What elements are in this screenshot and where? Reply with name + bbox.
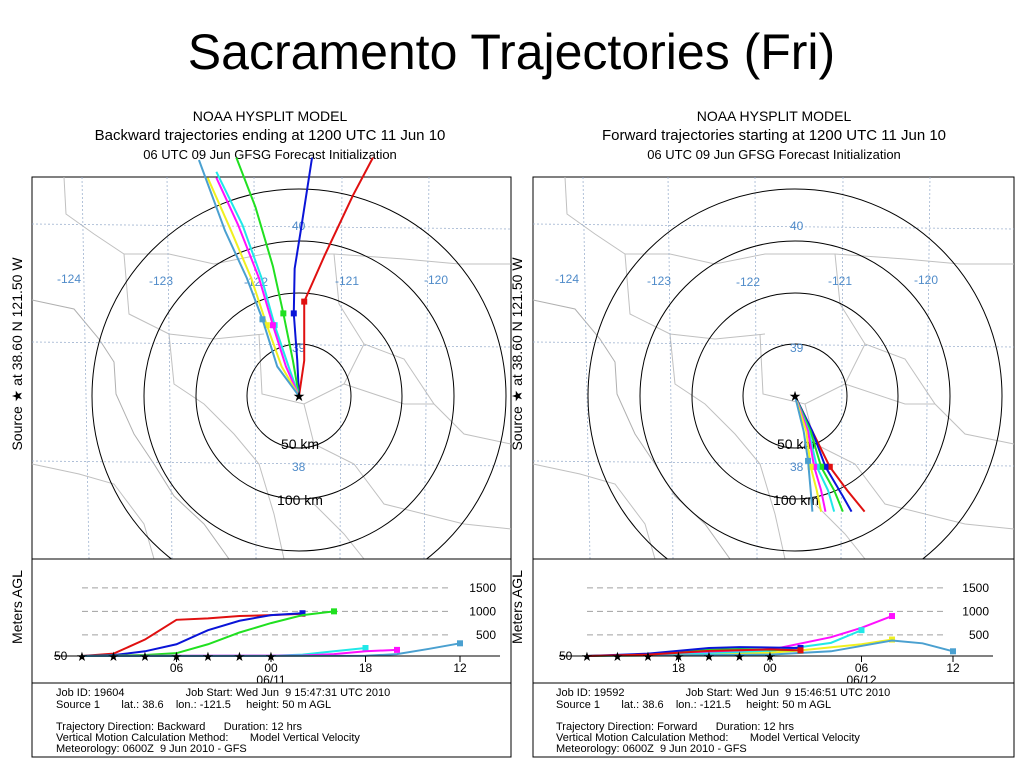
map-marker-red (301, 298, 308, 305)
lon-label: -123 (149, 274, 173, 288)
lat-label: 38 (292, 460, 306, 474)
slide-title: Sacramento Trajectories (Fri) (187, 24, 836, 80)
lat-label: 40 (292, 219, 306, 233)
profile-xtick-label: 12 (946, 661, 960, 675)
map-trajectory-steel (198, 159, 300, 397)
map-marker-steel (805, 457, 812, 464)
profile-marker-steel (457, 640, 463, 647)
profile-ytick-label: 1000 (962, 604, 989, 618)
map-marker-blue (822, 463, 829, 470)
map-trajectory-blue (292, 157, 314, 397)
profile-ytick-label: 1500 (962, 581, 989, 595)
profile-xtick-label: 06 (170, 661, 184, 675)
profile-xtick-label: 06 (855, 661, 869, 675)
map-marker-magenta (811, 463, 818, 470)
footer-line1: Job ID: 19604 Job Start: Wed Jun 9 15:47… (56, 687, 390, 699)
profile-marker-magenta (889, 613, 895, 620)
footer-line5: Meteorology: 0600Z 9 Jun 2010 - GFS (556, 743, 747, 755)
profile-xtick-label: 18 (359, 661, 373, 675)
profile-marker-magenta (394, 646, 400, 653)
map-marker-green (280, 310, 287, 317)
map-marker-steel (259, 316, 266, 323)
chart-header-line1: NOAA HYSPLIT MODEL (193, 108, 348, 124)
footer-line5: Meteorology: 0600Z 9 Jun 2010 - GFS (56, 743, 247, 755)
footer-line3: Trajectory Direction: Forward Duration: … (556, 721, 795, 733)
lon-label: -124 (555, 272, 579, 286)
map-marker-green (818, 463, 825, 470)
chart-header-line3: 06 UTC 09 Jun GFSG Forecast Initializati… (143, 147, 397, 162)
profile-xtick-label: 18 (672, 661, 686, 675)
ring-label-100km: 100 km (773, 492, 819, 508)
chart-header-line1: NOAA HYSPLIT MODEL (697, 108, 852, 124)
forward-trajectory-chart: NOAA HYSPLIT MODEL Forward trajectories … (512, 108, 1015, 758)
map-marker-red (826, 463, 833, 470)
footer-line2: Source 1 lat.: 38.6 lon.: -121.5 height:… (56, 699, 331, 711)
lat-label: 39 (790, 341, 804, 355)
map-marker-yellow (263, 322, 270, 329)
profile-marker-blue (299, 610, 306, 617)
profile-xtick-label: 12 (453, 661, 467, 675)
footer-line3: Trajectory Direction: Backward Duration:… (56, 721, 302, 733)
footer-line4: Vertical Motion Calculation Method: Mode… (556, 732, 860, 744)
lon-label: -122 (736, 275, 760, 289)
ring-label-50km: 50 km (281, 436, 319, 452)
profile-marker-cyan (858, 627, 865, 634)
profile-marker-cyan (362, 645, 369, 652)
profile-frame (31, 558, 512, 684)
profile-marker-steel (950, 648, 956, 655)
lon-label: -120 (914, 273, 938, 287)
map-trajectory-magenta (215, 177, 300, 397)
footer-line2: Source 1 lat.: 38.6 lon.: -121.5 height:… (556, 699, 831, 711)
map-marker-yellow (807, 463, 814, 470)
footer-frame (532, 682, 1015, 758)
source-side-label: Source ★ at 38.60 N 121.50 W (512, 257, 525, 451)
map-trajectories (794, 395, 866, 513)
map-trajectories (198, 157, 374, 397)
profile-xtick-label: 00 (763, 661, 777, 675)
ring-label-100km: 100 km (277, 492, 323, 508)
map-trajectory-red (298, 157, 374, 397)
profile-ytick-label: 1500 (469, 581, 496, 595)
source-side-label: Source ★ at 38.60 N 121.50 W (9, 257, 25, 451)
lat-label: 40 (790, 219, 804, 233)
map-trajectory-yellow (206, 177, 300, 397)
profile-trajectory-steel (586, 639, 954, 657)
profile-marker-green (331, 608, 337, 615)
profile-baseline-label: 50 (559, 649, 573, 663)
footer-line4: Vertical Motion Calculation Method: Mode… (56, 732, 360, 744)
profile-trajectory-red (586, 648, 801, 657)
source-star-icon: ★ (789, 388, 802, 404)
chart-header-line2: Forward trajectories starting at 1200 UT… (602, 127, 946, 144)
backward-trajectory-chart: NOAA HYSPLIT MODEL Backward trajectories… (9, 108, 512, 758)
profile-gridlines (82, 587, 450, 636)
map-trajectory-green (235, 157, 300, 397)
source-star-icon: ★ (293, 388, 306, 404)
lon-label: -121 (335, 274, 359, 288)
profile-marker-red (797, 647, 804, 654)
lon-label: -123 (647, 274, 671, 288)
lon-label: -121 (828, 274, 852, 288)
map-frame (31, 176, 512, 560)
profile-xtick-label: 00 (264, 661, 278, 675)
profile-ytick-label: 1000 (469, 604, 496, 618)
map-trajectory-cyan (215, 171, 300, 397)
chart-header-line3: 06 UTC 09 Jun GFSG Forecast Initializati… (647, 147, 901, 162)
profile-ytick-label: 500 (969, 628, 989, 642)
map-marker-magenta (269, 322, 276, 329)
profile-ytick-label: 500 (476, 628, 496, 642)
chart-header-line2: Backward trajectories ending at 1200 UTC… (95, 127, 446, 144)
profile-baseline-label: 50 (54, 649, 68, 663)
map-marker-blue (290, 310, 297, 317)
profile-trajectory-blue (81, 612, 303, 657)
footer-frame (31, 682, 512, 758)
profile-trajectory-green (81, 610, 335, 657)
profile-ylabel: Meters AGL (9, 570, 25, 644)
lat-label: 38 (790, 460, 804, 474)
lon-label: -124 (57, 272, 81, 286)
lon-label: -120 (424, 273, 448, 287)
profile-ylabel: Meters AGL (512, 570, 525, 644)
footer-line1: Job ID: 19592 Job Start: Wed Jun 9 15:46… (556, 687, 890, 699)
